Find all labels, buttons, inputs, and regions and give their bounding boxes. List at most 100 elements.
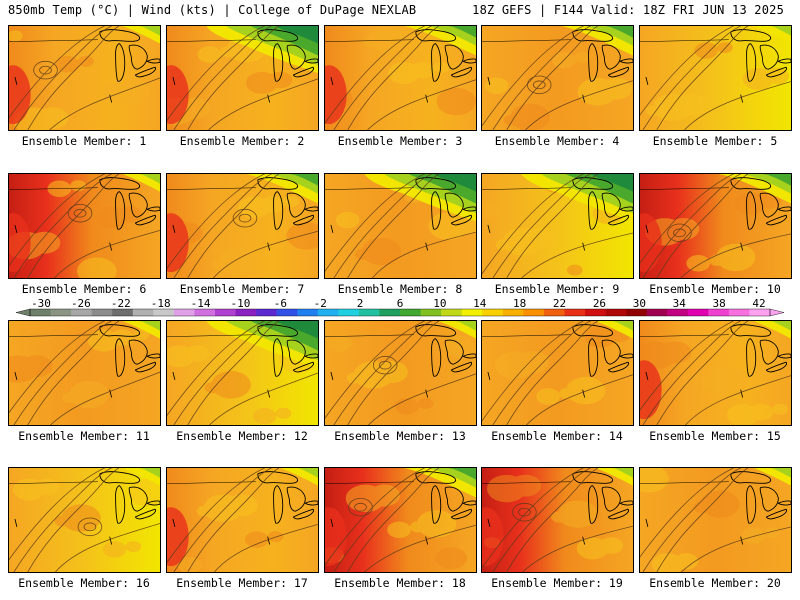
colorbar-tick-label: 2 (356, 297, 364, 310)
temperature-field (167, 468, 318, 572)
panel-caption: Ensemble Member: 18 (334, 576, 466, 590)
colorbar-tick-label: 22 (552, 297, 567, 310)
temperature-field (325, 174, 476, 278)
colorbar-arrow-right (769, 308, 785, 317)
ensemble-map-panel (166, 173, 319, 279)
ensemble-map-panel (481, 173, 634, 279)
colorbar-tick-label: 10 (433, 297, 447, 310)
colorbar-tick-label: -18 (150, 297, 171, 310)
ensemble-map-panel (639, 320, 792, 426)
colorbar-bin (441, 309, 462, 316)
colorbar-bin (297, 309, 319, 316)
colorbar-bin (687, 309, 709, 316)
panel-caption: Ensemble Member: 7 (179, 282, 305, 296)
temperature-field (482, 26, 633, 130)
temperature-field (325, 321, 476, 425)
colorbar-bin (400, 309, 421, 316)
temperature-field (325, 468, 476, 572)
colorbar-bin (256, 309, 277, 316)
colorbar-bin (564, 309, 586, 316)
panel-caption: Ensemble Member: 4 (494, 134, 620, 148)
colorbar-bin (543, 309, 565, 316)
colorbar-bin (749, 309, 771, 316)
temperature-field (9, 26, 160, 130)
colorbar-bin (379, 309, 401, 316)
colorbar-bin (502, 309, 524, 316)
colorbar-bin (235, 309, 257, 316)
ensemble-map-panel (166, 25, 319, 131)
temperature-field (9, 174, 160, 278)
temperature-field (640, 321, 791, 425)
colorbar-tick-label: 18 (513, 297, 527, 310)
colorbar-tick-label: -22 (110, 297, 131, 310)
panel-caption: Ensemble Member: 16 (18, 576, 150, 590)
panel-caption: Ensemble Member: 3 (337, 134, 463, 148)
panel-caption: Ensemble Member: 13 (334, 429, 466, 443)
colorbar-bin (482, 309, 504, 316)
ensemble-map-panel (639, 467, 792, 573)
ensemble-map-panel (639, 173, 792, 279)
colorbar-bin (420, 309, 442, 316)
temperature-field (167, 26, 318, 130)
colorbar-bin (626, 309, 647, 316)
temperature-field (640, 26, 791, 130)
colorbar-tick-label: 30 (632, 297, 646, 310)
panel-caption: Ensemble Member: 9 (494, 282, 620, 296)
colorbar-tick-label: 26 (592, 297, 607, 310)
colorbar-bin (338, 309, 360, 316)
run-info: 18Z GEFS | F144 Valid: 18Z FRI JUN 13 20… (472, 3, 784, 17)
colorbar-tick-label: -26 (70, 297, 91, 310)
colorbar-bin (358, 309, 380, 316)
ensemble-map-panel (324, 467, 477, 573)
temperature-colorbar (15, 308, 785, 317)
colorbar-tick-label: 38 (712, 297, 726, 310)
temperature-field (9, 468, 160, 572)
colorbar-bin (728, 309, 750, 316)
colorbar-bin (461, 309, 483, 316)
temperature-field (482, 321, 633, 425)
panel-caption: Ensemble Member: 17 (176, 576, 308, 590)
temperature-field (640, 174, 791, 278)
panel-caption: Ensemble Member: 6 (21, 282, 147, 296)
panel-caption: Ensemble Member: 11 (18, 429, 150, 443)
colorbar-tick-label: 34 (672, 297, 686, 310)
temperature-field (325, 26, 476, 130)
ensemble-map-panel (324, 320, 477, 426)
colorbar-tick-label: -14 (190, 297, 211, 310)
temperature-field (9, 321, 160, 425)
colorbar-bin (605, 309, 627, 316)
colorbar-tick-label: 6 (396, 297, 404, 310)
colorbar-tick-label: 42 (752, 297, 766, 310)
panel-caption: Ensemble Member: 12 (176, 429, 308, 443)
ensemble-map-panel (324, 25, 477, 131)
colorbar-tick-label: 14 (473, 297, 487, 310)
colorbar-bin (194, 309, 216, 316)
colorbar-bin (317, 309, 339, 316)
panel-caption: Ensemble Member: 2 (179, 134, 305, 148)
colorbar-bin (667, 309, 689, 316)
temperature-field (482, 174, 633, 278)
panel-caption: Ensemble Member: 8 (337, 282, 463, 296)
colorbar-bin (173, 309, 195, 316)
colorbar-bin (215, 309, 236, 316)
panel-caption: Ensemble Member: 20 (649, 576, 781, 590)
ensemble-map-panel (8, 25, 161, 131)
ensemble-map-panel (166, 467, 319, 573)
panel-caption: Ensemble Member: 1 (21, 134, 147, 148)
colorbar-bin (276, 309, 298, 316)
ensemble-map-panel (481, 320, 634, 426)
colorbar-tick-label: -6 (273, 297, 287, 310)
colorbar-bin (708, 309, 730, 316)
colorbar-bin (585, 309, 606, 316)
ensemble-map-panel (8, 173, 161, 279)
temperature-field (482, 468, 633, 572)
colorbar-bin (523, 309, 545, 316)
panel-caption: Ensemble Member: 14 (491, 429, 623, 443)
colorbar-tick-label: -2 (313, 297, 327, 310)
colorbar-tick-label: -30 (31, 297, 51, 310)
colorbar-arrow-left (15, 308, 31, 317)
colorbar-bin (50, 309, 72, 316)
ensemble-map-panel (481, 467, 634, 573)
colorbar-bin (30, 309, 51, 316)
colorbar-bin (153, 309, 175, 316)
